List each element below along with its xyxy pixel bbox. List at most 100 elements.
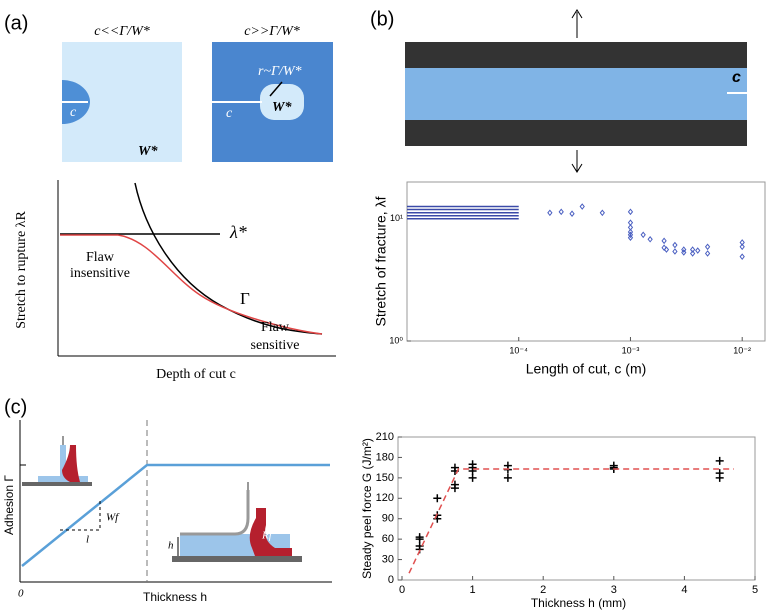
point — [558, 208, 564, 216]
point — [689, 250, 696, 257]
y-tick-label: 60 — [382, 533, 394, 545]
label: Γ — [240, 289, 250, 308]
label: Wf — [106, 512, 120, 524]
slope — [60, 500, 101, 531]
y-tick-label: 0 — [388, 574, 394, 586]
point — [663, 246, 670, 253]
x-tick-label: 2 — [540, 584, 546, 596]
fit-line — [408, 468, 734, 574]
x-tick-label: 10⁻³ — [622, 345, 640, 355]
point — [627, 234, 634, 242]
point — [503, 473, 512, 482]
point — [715, 469, 724, 478]
backing — [180, 490, 250, 536]
x-axis-label: Length of cut, c (m) — [526, 361, 647, 377]
label: W* — [272, 100, 292, 115]
point — [640, 231, 646, 239]
gel — [405, 68, 747, 120]
point — [661, 244, 667, 252]
point — [468, 473, 477, 482]
point — [599, 209, 605, 217]
panel-label: (a) — [4, 12, 28, 34]
curve — [60, 234, 323, 335]
label: h — [168, 540, 174, 552]
point — [569, 210, 575, 218]
label: W* — [138, 144, 158, 159]
point — [415, 533, 424, 542]
point — [647, 235, 653, 243]
y-tick-label: 120 — [376, 492, 394, 504]
label: l — [86, 534, 89, 546]
point — [704, 243, 711, 251]
label: sensitive — [251, 338, 300, 353]
x-tick-label: 1 — [470, 584, 476, 596]
panel-label: (c) — [4, 396, 27, 418]
point — [661, 237, 667, 245]
point — [672, 241, 678, 249]
point — [627, 208, 634, 216]
y-tick-label: 10⁰ — [389, 335, 403, 345]
point — [450, 463, 459, 472]
label: c>>Γ/W* — [244, 24, 300, 39]
point — [627, 231, 634, 239]
arrow — [269, 81, 283, 97]
point — [450, 480, 459, 489]
x-tick-label: 10⁻² — [733, 345, 751, 355]
point — [739, 243, 745, 251]
zone — [260, 84, 304, 120]
point — [681, 246, 687, 253]
curve — [134, 182, 323, 335]
label: c<<Γ/W* — [94, 24, 150, 39]
point — [579, 203, 585, 210]
x-tick-label: 10⁻⁴ — [509, 345, 528, 355]
y-tick-label: 10¹ — [390, 213, 403, 223]
point — [739, 253, 745, 260]
label: Rf — [261, 530, 274, 542]
point — [547, 209, 553, 217]
point — [672, 248, 678, 255]
label: Flaw — [86, 250, 115, 265]
plot-frame — [406, 181, 766, 342]
label: r~Γ/W* — [258, 64, 302, 79]
label: insensitive — [70, 266, 130, 281]
label: c — [70, 105, 77, 120]
y-tick-label: 150 — [376, 472, 394, 484]
x-tick-label: 3 — [611, 584, 617, 596]
plot-frame — [397, 436, 756, 581]
label: c — [226, 106, 233, 121]
y-axis-label: Stretch to rupture λR — [14, 211, 29, 329]
layer — [38, 476, 88, 482]
y-tick-label: 180 — [376, 451, 394, 463]
point — [715, 456, 724, 465]
panel-label: (b) — [370, 8, 394, 30]
label: Flaw — [261, 320, 290, 335]
x-axis-label: Thickness h (mm) — [531, 596, 626, 610]
curve — [21, 463, 330, 567]
x-tick-label: 0 — [399, 584, 405, 596]
y-tick-label: 90 — [382, 513, 394, 525]
y-tick-label: 210 — [376, 431, 394, 443]
substrate — [172, 556, 302, 562]
x-tick-label: 4 — [681, 584, 687, 596]
label: c — [732, 69, 741, 86]
substrate — [22, 482, 92, 486]
x-axis-label: Depth of cut c — [156, 367, 236, 382]
arrow — [571, 163, 583, 173]
y-tick-label: 30 — [382, 553, 394, 565]
x-tick-label: 5 — [752, 584, 758, 596]
point — [433, 494, 442, 503]
y-axis-label: Stretch of fracture, λf — [373, 196, 389, 326]
y-axis-label: Steady peel force G (J/m²) — [360, 438, 374, 579]
y-axis-label: Adhesion Γ — [2, 475, 16, 535]
zone — [249, 508, 292, 556]
x-axis-label: Thickness h — [143, 590, 207, 604]
zone — [62, 445, 80, 482]
point — [468, 460, 477, 469]
point — [681, 249, 687, 256]
point — [695, 247, 701, 254]
point — [689, 246, 696, 253]
point — [704, 250, 711, 257]
arrow — [571, 9, 583, 19]
label: 0 — [18, 588, 24, 600]
